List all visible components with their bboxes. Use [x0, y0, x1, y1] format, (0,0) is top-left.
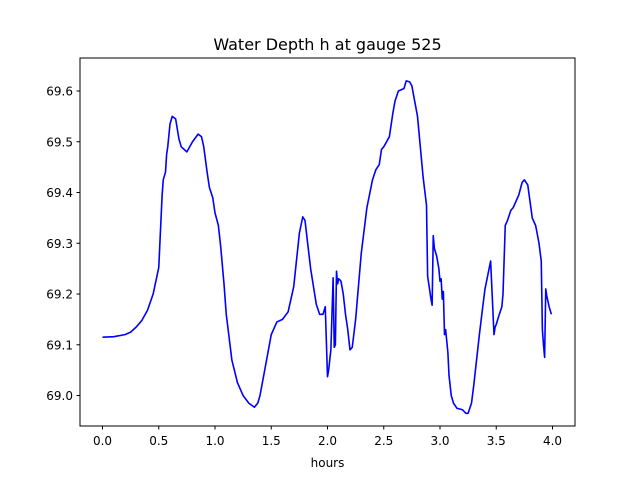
x-tick-label: 4.0: [543, 434, 562, 448]
x-tick-label: 1.5: [262, 434, 281, 448]
plot-frame: [79, 57, 576, 427]
series-line-0: [102, 80, 553, 415]
x-axis-ticks: 0.0 0.5 1.0 1.5 2.0 2.5 3.0 3.5 4.0: [93, 426, 562, 448]
series-layer: [102, 80, 553, 415]
x-tick-label: 2.5: [374, 434, 393, 448]
y-tick-label: 69.1: [46, 338, 73, 352]
y-tick-label: 69.5: [46, 135, 73, 149]
y-tick-label: 69.4: [46, 186, 73, 200]
y-tick-label: 69.6: [46, 84, 73, 98]
x-axis-label: hours: [311, 456, 345, 470]
x-tick-label: 0.0: [93, 434, 112, 448]
x-tick-label: 3.5: [487, 434, 506, 448]
chart-title: Water Depth h at gauge 525: [213, 35, 441, 54]
x-tick-label: 0.5: [149, 434, 168, 448]
x-tick-label: 1.0: [205, 434, 224, 448]
y-tick-label: 69.3: [46, 237, 73, 251]
x-tick-label: 2.0: [318, 434, 337, 448]
y-axis-ticks: 69.0 69.1 69.2 69.3 69.4 69.5 69.6: [46, 84, 80, 403]
y-tick-label: 69.0: [46, 389, 73, 403]
x-tick-label: 3.0: [430, 434, 449, 448]
y-tick-label: 69.2: [46, 288, 73, 302]
